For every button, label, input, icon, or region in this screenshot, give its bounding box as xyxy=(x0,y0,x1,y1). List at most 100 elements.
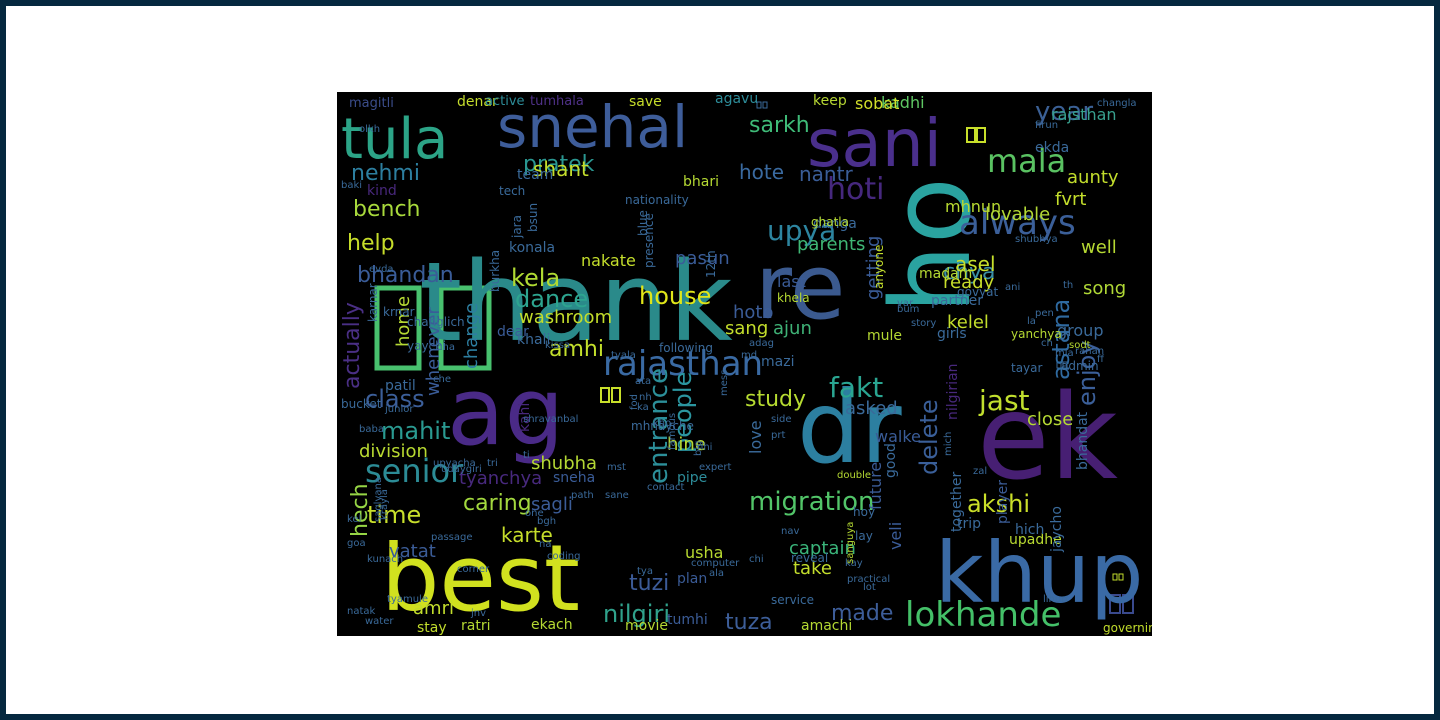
word-tech: tech xyxy=(499,184,525,198)
word-always: always xyxy=(959,203,1076,243)
word-prt: prt xyxy=(771,430,785,441)
word-anyone: anyone xyxy=(872,245,886,289)
word-yaychi: yaychi xyxy=(407,339,446,353)
word-govyat: govyat xyxy=(957,285,999,299)
word-big: big xyxy=(693,441,704,456)
word-hich: hich xyxy=(1015,522,1044,538)
word-passage: passage xyxy=(431,532,473,543)
word-time: time xyxy=(367,501,421,529)
word-home: home xyxy=(393,296,414,347)
word-mazi: mazi xyxy=(761,354,794,370)
word-cloud-canvas: thank re ho ag dr ek best khup sani tula snehal raj… xyxy=(340,92,1152,636)
word-sanguya: sanguya xyxy=(845,522,856,564)
word-sagli: sagli xyxy=(531,494,573,515)
word-kelel: kelel xyxy=(947,312,989,333)
word-year: year xyxy=(1035,97,1093,127)
word-pen: pen xyxy=(1035,308,1054,319)
word-ghatla: ghatla xyxy=(811,215,849,229)
word-house: house xyxy=(639,282,711,310)
word-upyacha: upyacha xyxy=(433,458,476,469)
word-pasun: pasun xyxy=(675,248,730,269)
word-thank: thank xyxy=(419,238,733,366)
word-jnv: jnv xyxy=(470,608,486,619)
word-service: service xyxy=(771,593,814,607)
word-usha: usha xyxy=(685,543,723,562)
word-saglyana: saglyana xyxy=(373,477,384,522)
word-kadhi: kadhi xyxy=(881,93,925,112)
word-caring: caring xyxy=(463,491,532,516)
word-hoti: hoti xyxy=(827,172,884,207)
word-rahan: rahan xyxy=(1075,346,1104,357)
word-bhandat: bhandat xyxy=(1075,411,1091,470)
word-good: good xyxy=(883,443,899,478)
word-bucket: bucket xyxy=(341,397,382,411)
word-udaygiri: udaygiri xyxy=(441,464,482,475)
word-nantr: nantr xyxy=(799,162,853,186)
word-senior: senior xyxy=(365,452,464,490)
word-group: group xyxy=(1057,321,1103,340)
word-upadhe: upadhe xyxy=(1009,532,1062,548)
word-whenever: whenever xyxy=(423,307,444,396)
word-var: var xyxy=(897,298,914,309)
word-mhnun: mhnun xyxy=(945,197,1001,216)
word-shant: shant xyxy=(533,157,589,181)
word-actually: actually xyxy=(340,302,365,389)
word-lot: lot xyxy=(863,582,876,593)
word-presence: presence xyxy=(642,213,656,268)
word-lokhande: lokhande xyxy=(905,595,1061,635)
word-goa: goa xyxy=(347,538,366,549)
word-sneha: sneha xyxy=(553,470,595,486)
word-zal: zal xyxy=(973,466,987,477)
word-movie: movie xyxy=(625,618,668,634)
word-double: double xyxy=(837,470,871,481)
word-change: change xyxy=(461,303,482,369)
word-amri: amri xyxy=(413,598,454,619)
word-denar: denar xyxy=(457,94,498,110)
word-fod: fod xyxy=(629,394,640,410)
word-baba: baba xyxy=(359,424,384,435)
word-enjoy: enjoy xyxy=(1073,340,1101,406)
word-tumhi: tumhi xyxy=(667,612,708,628)
word-re: re xyxy=(755,235,845,340)
word-pratek: pratek xyxy=(523,152,595,177)
word-shubhya: shubhya xyxy=(1015,234,1058,245)
word-hoto: hoto xyxy=(733,302,774,323)
word-side: side xyxy=(771,414,792,425)
word-ti: ti xyxy=(523,450,530,461)
word-madam: madam xyxy=(919,266,972,282)
word-kel: kel xyxy=(347,514,361,525)
word-sodt: sodt xyxy=(1069,340,1091,351)
image-frame: thank re ho ag dr ek best khup sani tula snehal raj… xyxy=(6,6,1434,714)
word-partner: partner xyxy=(931,293,983,309)
word-division: division xyxy=(359,441,428,462)
word-kind: kind xyxy=(367,183,397,199)
word-ekach: ekach xyxy=(531,617,573,633)
word-12th: 12th xyxy=(704,250,718,278)
word-lihun: lihun xyxy=(1043,594,1068,605)
word-jara: jara xyxy=(510,215,524,239)
word-reveal: reveal xyxy=(791,551,828,565)
word-tayar: tayar xyxy=(1011,361,1043,375)
word-tri: tri xyxy=(487,458,498,469)
word-cha: cha xyxy=(437,342,455,353)
word-tumhala: tumhala xyxy=(530,94,584,109)
word-hech: hech xyxy=(348,483,373,537)
word-ek: ek xyxy=(977,368,1118,506)
word-ekda: ekda xyxy=(1035,140,1069,156)
word-fvrt: fvrt xyxy=(1055,189,1086,210)
word-kahi: kahi xyxy=(517,403,533,432)
word-close: close xyxy=(1027,409,1073,430)
word-nhi: nhi xyxy=(697,442,712,453)
word-trip: trip xyxy=(957,516,981,532)
word-following: following xyxy=(659,341,713,355)
word-dance: dance xyxy=(515,285,588,313)
word-hine: hine xyxy=(667,434,706,455)
word-khela: khela xyxy=(777,291,810,305)
word-washroom: washroom xyxy=(519,307,612,328)
word-shravanbal: shravanbal xyxy=(523,414,578,425)
word-captain: captain xyxy=(789,538,856,559)
word-save: save xyxy=(629,94,662,110)
word-chi: chi xyxy=(749,554,764,565)
word-che: che xyxy=(433,374,451,385)
word-song: song xyxy=(1083,278,1126,299)
